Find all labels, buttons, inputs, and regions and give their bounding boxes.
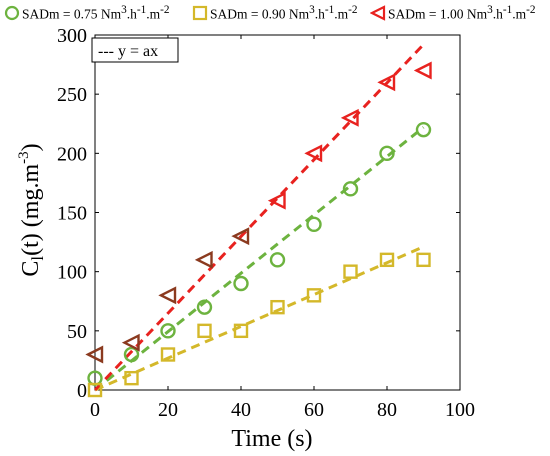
- plot-frame: [94, 34, 461, 391]
- y-tick-label-6: 300: [57, 25, 87, 47]
- point-series-3-1: [121, 333, 140, 352]
- point-series-2-7: [343, 264, 358, 279]
- legend-label-series-2: SADm = 0.90 Nm3.h-1.m-2: [210, 4, 358, 22]
- point-series-2-8: [379, 252, 395, 268]
- y-axis-title: Cl(t) (mg.m-3): [16, 143, 47, 276]
- point-series-3-4: [231, 227, 250, 246]
- point-series-1-1: [123, 346, 140, 363]
- legend-item-series-1: SADm = 0.75 Nm3.h-1.m-2: [4, 4, 170, 23]
- point-series-1-5: [269, 252, 286, 268]
- legend-label-series-1: SADm = 0.75 Nm3.h-1.m-2: [22, 4, 170, 22]
- point-series-2-4: [233, 323, 249, 339]
- fit-line-series-1: [94, 126, 425, 392]
- fit-legend: --- y = ax: [91, 37, 179, 63]
- y-tick-label-2: 100: [57, 262, 87, 284]
- point-series-1-4: [233, 275, 249, 292]
- x-tick-label-4: 80: [377, 399, 397, 421]
- point-series-3-2: [158, 286, 177, 305]
- axes: 0 20 40 60 80 100 0 50 100 150 200 250 300: [57, 25, 475, 421]
- y-axis-title-unit-end: ): [18, 143, 44, 151]
- y-tick-label-1: 50: [67, 321, 87, 343]
- x-tick-label-2: 40: [231, 399, 251, 421]
- fit-line-series-3: [93, 43, 425, 392]
- point-series-3-9: [413, 61, 432, 80]
- legend-item-series-3: SADm = 1.00 Nm3.h-1.m-2: [370, 4, 536, 23]
- point-series-1-6: [306, 216, 322, 233]
- point-series-1-7: [342, 181, 359, 197]
- point-series-1-9: [415, 121, 432, 138]
- x-tick-label-0: 0: [90, 399, 100, 421]
- x-tick-label-3: 60: [304, 399, 324, 421]
- point-series-3-0: [85, 345, 104, 364]
- series-legend: SADm = 0.75 Nm3.h-1.m-2 SADm = 0.90 Nm3.…: [4, 4, 548, 28]
- point-series-2-5: [270, 299, 285, 315]
- point-series-2-2: [160, 347, 176, 362]
- point-series-3-3: [194, 250, 213, 269]
- point-series-2-3: [197, 323, 212, 339]
- point-series-1-2: [160, 323, 176, 339]
- svg-text:Cl(t) (mg.m-3): Cl(t) (mg.m-3): [16, 143, 47, 276]
- point-series-3-5: [267, 191, 286, 210]
- x-tick-label-1: 20: [158, 399, 178, 421]
- point-series-1-3: [196, 299, 213, 315]
- fit-legend-label: --- y = ax: [98, 43, 158, 60]
- point-series-2-9: [416, 252, 431, 268]
- y-tick-label-0: 0: [77, 380, 87, 402]
- y-axis-title-subscript: l: [28, 256, 47, 261]
- point-series-2-1: [124, 370, 139, 386]
- y-axis-title-unit: (t) (mg.m: [18, 164, 44, 256]
- y-tick-label-3: 150: [57, 203, 87, 225]
- y-axis-title-superscript: -3: [16, 151, 32, 164]
- x-axis-title: Time (s): [231, 426, 312, 452]
- square-marker-icon: [192, 6, 208, 21]
- legend-item-series-2: SADm = 0.90 Nm3.h-1.m-2: [192, 4, 358, 23]
- fit-legend-box: [91, 37, 179, 63]
- y-tick-label-5: 250: [57, 84, 87, 106]
- x-tick-label-5: 100: [445, 399, 475, 421]
- y-tick-label-4: 200: [57, 143, 87, 165]
- point-series-2-0: [87, 382, 103, 398]
- fit-line-series-2: [94, 245, 425, 392]
- point-series-3-8: [377, 73, 396, 92]
- legend-label-series-3: SADm = 1.00 Nm3.h-1.m-2: [388, 4, 536, 22]
- point-series-2-6: [306, 288, 322, 303]
- point-series-3-7: [340, 108, 359, 127]
- point-series-3-6: [304, 144, 323, 163]
- triangle-left-marker-icon: [370, 5, 386, 22]
- circle-marker-icon: [4, 6, 20, 21]
- data-markers: [85, 61, 432, 398]
- fit-lines: [93, 43, 425, 392]
- y-axis-title-main: C: [18, 261, 44, 277]
- point-series-1-8: [379, 145, 395, 162]
